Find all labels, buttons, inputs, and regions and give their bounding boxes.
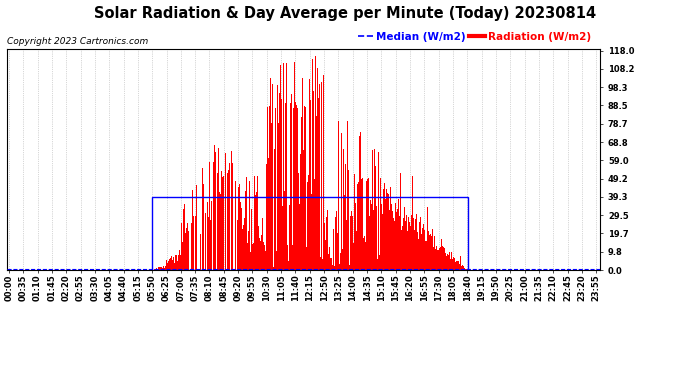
Legend: Median (W/m2), Radiation (W/m2): Median (W/m2), Radiation (W/m2) (353, 27, 595, 46)
Bar (152, 197, 468, 270)
Text: Solar Radiation & Day Average per Minute (Today) 20230814: Solar Radiation & Day Average per Minute… (94, 6, 596, 21)
Text: Copyright 2023 Cartronics.com: Copyright 2023 Cartronics.com (8, 37, 149, 46)
